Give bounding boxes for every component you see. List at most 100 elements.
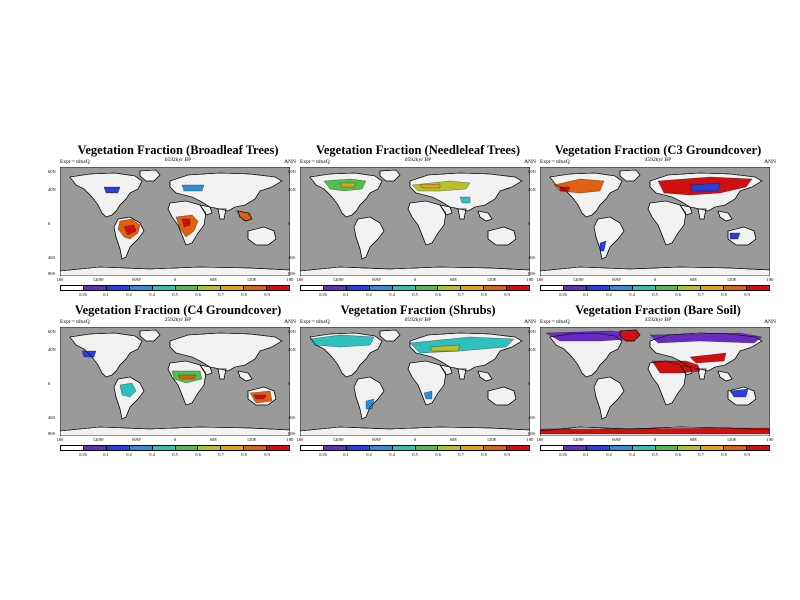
lat-tick-label: 60N: [48, 329, 56, 334]
colorbar-swatch: [461, 286, 485, 290]
coastline-greenland: [379, 169, 401, 182]
colorbar-swatch: [61, 446, 84, 450]
colorbar-swatch: [346, 286, 370, 290]
coastline-india: [217, 208, 227, 220]
colorbar-label: 0.2: [606, 452, 612, 457]
season-label: ANN: [524, 319, 536, 325]
lon-tick-label: 60E: [209, 277, 217, 282]
colorbar-label: 0.8: [721, 292, 727, 297]
colorbar-label: 0.8: [241, 292, 247, 297]
colorbar-swatch: [609, 446, 633, 450]
colorbar: [60, 445, 290, 451]
colorbar-swatch: [267, 446, 290, 450]
colorbar-swatch: [221, 446, 245, 450]
colorbar-swatch: [323, 446, 347, 450]
coastline-antarctica: [540, 426, 770, 436]
colorbar-label: 0.7: [218, 292, 224, 297]
lon-tick-label: 120E: [246, 437, 257, 442]
coastline-greenland: [139, 169, 161, 182]
colorbar-swatch: [152, 286, 176, 290]
lon-tick-label: 180: [526, 437, 534, 442]
colorbar-label: 0.6: [675, 292, 681, 297]
vegetation-region: [309, 334, 375, 348]
colorbar-swatch: [701, 446, 725, 450]
lat-tick-label: 80S: [528, 431, 536, 436]
panel-subtitle: 4592kyr BP: [644, 317, 672, 323]
colorbar-swatch: [724, 446, 748, 450]
lat-tick-label: 40N: [288, 187, 296, 192]
colorbar-label: 0.7: [698, 292, 704, 297]
coastline-europeAsia: [649, 332, 763, 372]
colorbar-label: 0.9: [264, 452, 270, 457]
colorbar-label: 0.9: [744, 292, 750, 297]
colorbar-swatch: [323, 286, 347, 290]
lon-tick-label: 180: [286, 277, 294, 282]
colorbar-label: 0.4: [149, 452, 155, 457]
lon-tick-label: 0: [653, 437, 657, 442]
colorbar-swatch: [152, 446, 176, 450]
lon-tick-label: 60W: [132, 277, 142, 282]
colorbar-swatch: [507, 286, 530, 290]
lon-tick-label: 180: [296, 437, 304, 442]
colorbar-swatch: [678, 446, 702, 450]
colorbar-label: 0.6: [435, 292, 441, 297]
colorbar-label: 0.7: [458, 452, 464, 457]
colorbar-swatch: [198, 286, 222, 290]
coastline-greenland: [379, 329, 401, 342]
colorbar-label: 0.9: [264, 292, 270, 297]
lon-tick-label: 60E: [449, 277, 457, 282]
lat-tick-label: 40S: [528, 255, 536, 260]
vegetation-region: [423, 390, 433, 400]
colorbar-label: 0.05: [319, 292, 327, 297]
colorbar-label: 0.05: [559, 452, 567, 457]
vegetation-region: [365, 398, 375, 410]
colorbar-swatch: [563, 446, 587, 450]
coastline-europeAsia: [409, 172, 523, 212]
panel-title: Vegetation Fraction (Shrubs): [340, 303, 496, 317]
coastline-india: [457, 368, 467, 380]
colorbar-label: 0.1: [103, 452, 109, 457]
vegetation-region: [545, 330, 633, 342]
lat-tick-label: 40S: [288, 255, 296, 260]
lon-tick-label: 0: [173, 437, 177, 442]
colorbar-label: 0.9: [504, 452, 510, 457]
colorbar-swatch: [655, 286, 679, 290]
colorbar-swatch: [301, 446, 324, 450]
coastline-antarctica: [60, 266, 290, 276]
colorbar-swatch: [415, 286, 439, 290]
colorbar-label: 0.1: [103, 292, 109, 297]
lat-tick-label: 0: [288, 221, 291, 226]
coastline-arabia: [679, 364, 693, 376]
lon-tick-label: 60E: [209, 437, 217, 442]
coastline-seAsia: [477, 210, 493, 222]
panel-c4-groundcover: Vegetation Fraction (C4 Groundcover) 259…: [48, 303, 298, 457]
vegetation-region: [119, 382, 137, 398]
colorbar-swatch: [438, 446, 462, 450]
colorbar: [540, 445, 770, 451]
expt-label: Expt = tdnaQ: [300, 159, 330, 165]
colorbar-swatch: [701, 286, 725, 290]
lon-tick-label: 0: [413, 437, 417, 442]
colorbar-swatch: [106, 286, 130, 290]
vegetation-region: [689, 352, 727, 364]
coastline-seAsia: [717, 210, 733, 222]
lat-tick-label: 40N: [288, 347, 296, 352]
map-shrubs: [300, 327, 530, 436]
vegetation-region: [651, 360, 701, 374]
colorbar-label: 0.2: [606, 292, 612, 297]
colorbar-swatch: [83, 446, 107, 450]
lon-tick-label: 120W: [572, 437, 584, 442]
colorbar-label: 0.7: [218, 452, 224, 457]
lat-tick-label: 80S: [528, 271, 536, 276]
vegetation-region: [177, 374, 197, 380]
colorbar-swatch: [175, 446, 199, 450]
coastline-seAsia: [477, 370, 493, 382]
colorbar-label: 0.05: [559, 292, 567, 297]
colorbar-label: 0.9: [744, 452, 750, 457]
coastline-seAsia: [237, 210, 253, 222]
lat-tick-label: 40N: [528, 347, 536, 352]
colorbar-swatch: [301, 286, 324, 290]
colorbar-swatch: [609, 286, 633, 290]
colorbar-swatch: [678, 286, 702, 290]
map-c4-groundcover: [60, 327, 290, 436]
